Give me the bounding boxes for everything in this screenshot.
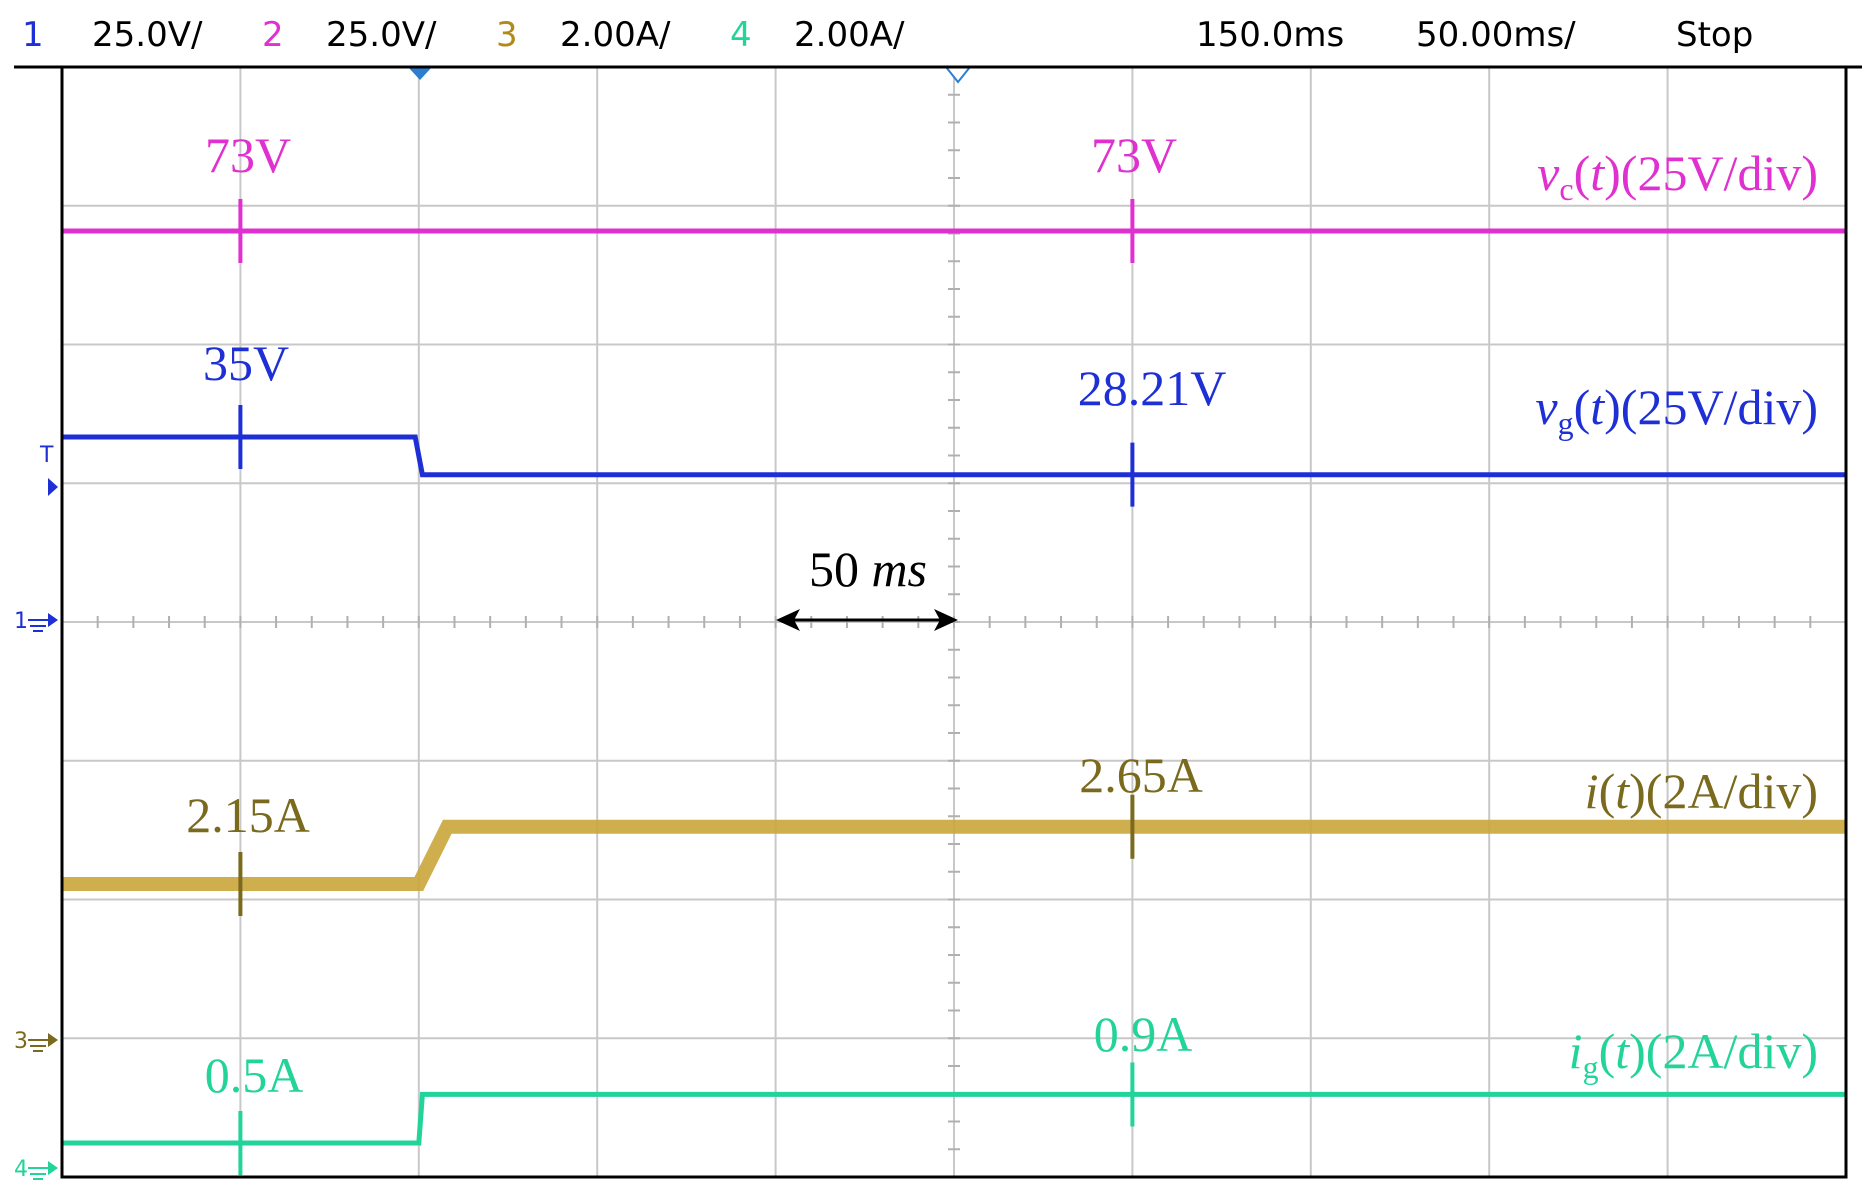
trigger-level-label: T xyxy=(39,443,54,468)
i-after-value: 2.65A xyxy=(1079,747,1203,803)
trigger-markers xyxy=(408,66,973,84)
channel-4-scale: 2.00A/ xyxy=(794,15,905,55)
trigger-position-marker xyxy=(408,67,432,80)
vg-after-value: 28.21V xyxy=(1078,360,1227,416)
vg-before-value: 35V xyxy=(203,335,289,391)
graticule xyxy=(61,66,1847,1178)
channel-2-number: 2 xyxy=(262,15,284,55)
channel-markers: 1 3 4 T xyxy=(14,443,58,1182)
channel-3-marker-arrow xyxy=(48,1033,58,1047)
channel-3-marker-number: 3 xyxy=(14,1029,28,1054)
channel-1-scale: 25.0V/ xyxy=(92,15,203,55)
channel-1-marker-arrow xyxy=(48,613,58,627)
vc-after-value: 73V xyxy=(1091,127,1177,183)
channel-1-number: 1 xyxy=(22,15,44,55)
scope-header: 1 25.0V/ 2 25.0V/ 3 2.00A/ 4 2.00A/ 150.… xyxy=(22,15,1753,55)
center-reference-marker xyxy=(943,66,973,84)
vc-before-value: 73V xyxy=(205,127,291,183)
channel-3-number: 3 xyxy=(496,15,518,55)
vc-trace-label: vc(t)(25V/div) xyxy=(1537,145,1818,207)
channel-4-marker-number: 4 xyxy=(14,1157,28,1182)
timebase-readout: 50.00ms/ xyxy=(1416,15,1576,55)
vg-trace-label: vg(t)(25V/div) xyxy=(1535,379,1818,441)
channel-4-number: 4 xyxy=(730,15,752,55)
ig-before-value: 0.5A xyxy=(205,1047,304,1103)
channel-2-scale: 25.0V/ xyxy=(326,15,437,55)
i-before-value: 2.15A xyxy=(186,787,310,843)
trace-labels: vc(t)(25V/div) vg(t)(25V/div) i(t)(2A/di… xyxy=(1535,145,1818,1085)
ig-trace-label: ig(t)(2A/div) xyxy=(1569,1023,1818,1085)
ig-after-value: 0.9A xyxy=(1094,1006,1193,1062)
plot-frame xyxy=(60,65,1848,1179)
trigger-level-arrow xyxy=(48,478,58,496)
acquisition-status: Stop xyxy=(1676,15,1753,55)
time-span-label: 50 ms xyxy=(809,541,927,597)
measurement-ticks xyxy=(238,199,1135,1175)
time-span-marker: 50 ms xyxy=(776,541,958,631)
channel-4-marker-arrow xyxy=(48,1161,58,1175)
channel-1-marker-number: 1 xyxy=(14,609,28,634)
value-annotations: 73V 73V 35V 28.21V 2.15A 2.65A 0.5A 0.9A xyxy=(186,127,1226,1103)
i-trace-label: i(t)(2A/div) xyxy=(1585,763,1818,819)
channel-3-scale: 2.00A/ xyxy=(560,15,671,55)
time-span-arrow-right xyxy=(934,609,958,631)
time-span-arrow-left xyxy=(776,609,800,631)
delay-readout: 150.0ms xyxy=(1196,15,1344,55)
